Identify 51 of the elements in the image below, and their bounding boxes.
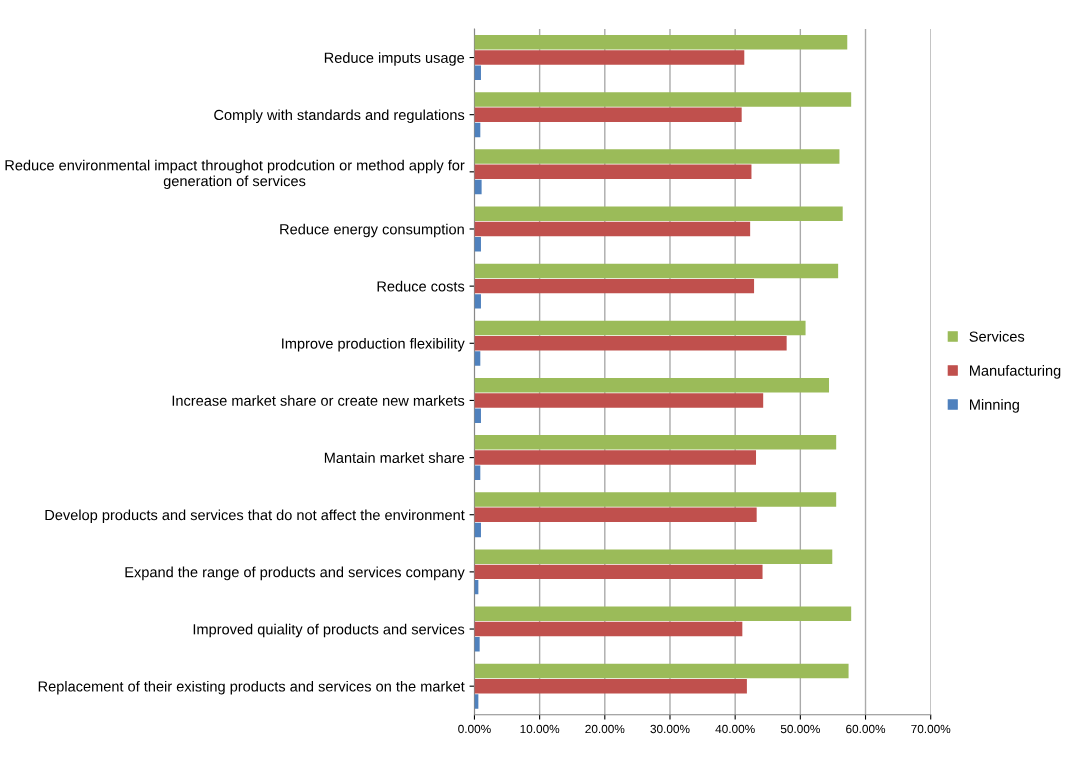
bar: [474, 606, 852, 622]
bar: [474, 294, 481, 309]
x-tick-label: 70.00%: [911, 724, 951, 734]
bar: [474, 320, 806, 336]
y-tick-label: Mantain market share: [324, 452, 465, 464]
x-tick-label: 40.00%: [715, 724, 755, 734]
bar: [474, 450, 757, 465]
legend-label: Manufacturing: [970, 365, 1061, 379]
bar: [474, 435, 837, 450]
y-tick-label: Improve production flexibility: [282, 338, 465, 352]
bar: [474, 263, 839, 279]
bar: [474, 549, 833, 564]
y-tick-label: Increase market share or create new markets: [172, 395, 465, 406]
y-tick-label: Improved quiality of products and services: [193, 623, 465, 638]
bar: [474, 393, 764, 408]
bar: [474, 637, 480, 652]
y-tick-label: Develop products and services that do not affect the environment: [45, 509, 465, 524]
bar: [474, 492, 837, 507]
bar: [474, 621, 743, 637]
bar: [474, 678, 747, 694]
y-tick-label: Expand the range of products and services company: [125, 566, 465, 581]
x-tick-label: 0.00%: [458, 724, 491, 734]
bar: [474, 408, 481, 423]
bar: [474, 336, 787, 351]
y-tick-label: Comply with standards and regulations: [214, 109, 465, 123]
legend-label: Services: [969, 331, 1025, 342]
bar: [474, 663, 849, 679]
x-tick-label: 10.00%: [520, 724, 560, 734]
x-tick-label: 60.00%: [846, 724, 886, 734]
bar: [474, 507, 757, 522]
bar: [474, 278, 755, 294]
bar: [474, 92, 852, 107]
y-tick-label: Reduce imputs usage: [324, 52, 465, 66]
x-tick-label: 30.00%: [650, 724, 690, 734]
y-tick-label: Reduce costs: [377, 280, 465, 292]
bar: [474, 377, 830, 393]
legend-label: Minning: [970, 399, 1019, 413]
bar: [474, 50, 745, 65]
bar: [474, 206, 843, 221]
bar: [474, 107, 742, 122]
bar: [474, 221, 751, 237]
bar: [474, 564, 763, 580]
y-tick-label: Reduce energy consumption: [280, 223, 464, 238]
bar: [474, 164, 752, 180]
x-tick-label: 50.00%: [780, 724, 820, 734]
bar: [474, 35, 848, 50]
bar: [474, 179, 482, 195]
y-tick-label: Reduce environmental impact throughot prodcution or method apply for generation of services: [5, 159, 465, 190]
x-tick-label: 20.00%: [585, 724, 625, 734]
bar: [474, 149, 840, 164]
y-tick-label: Replacement of their existing products and services on the market: [38, 680, 465, 695]
